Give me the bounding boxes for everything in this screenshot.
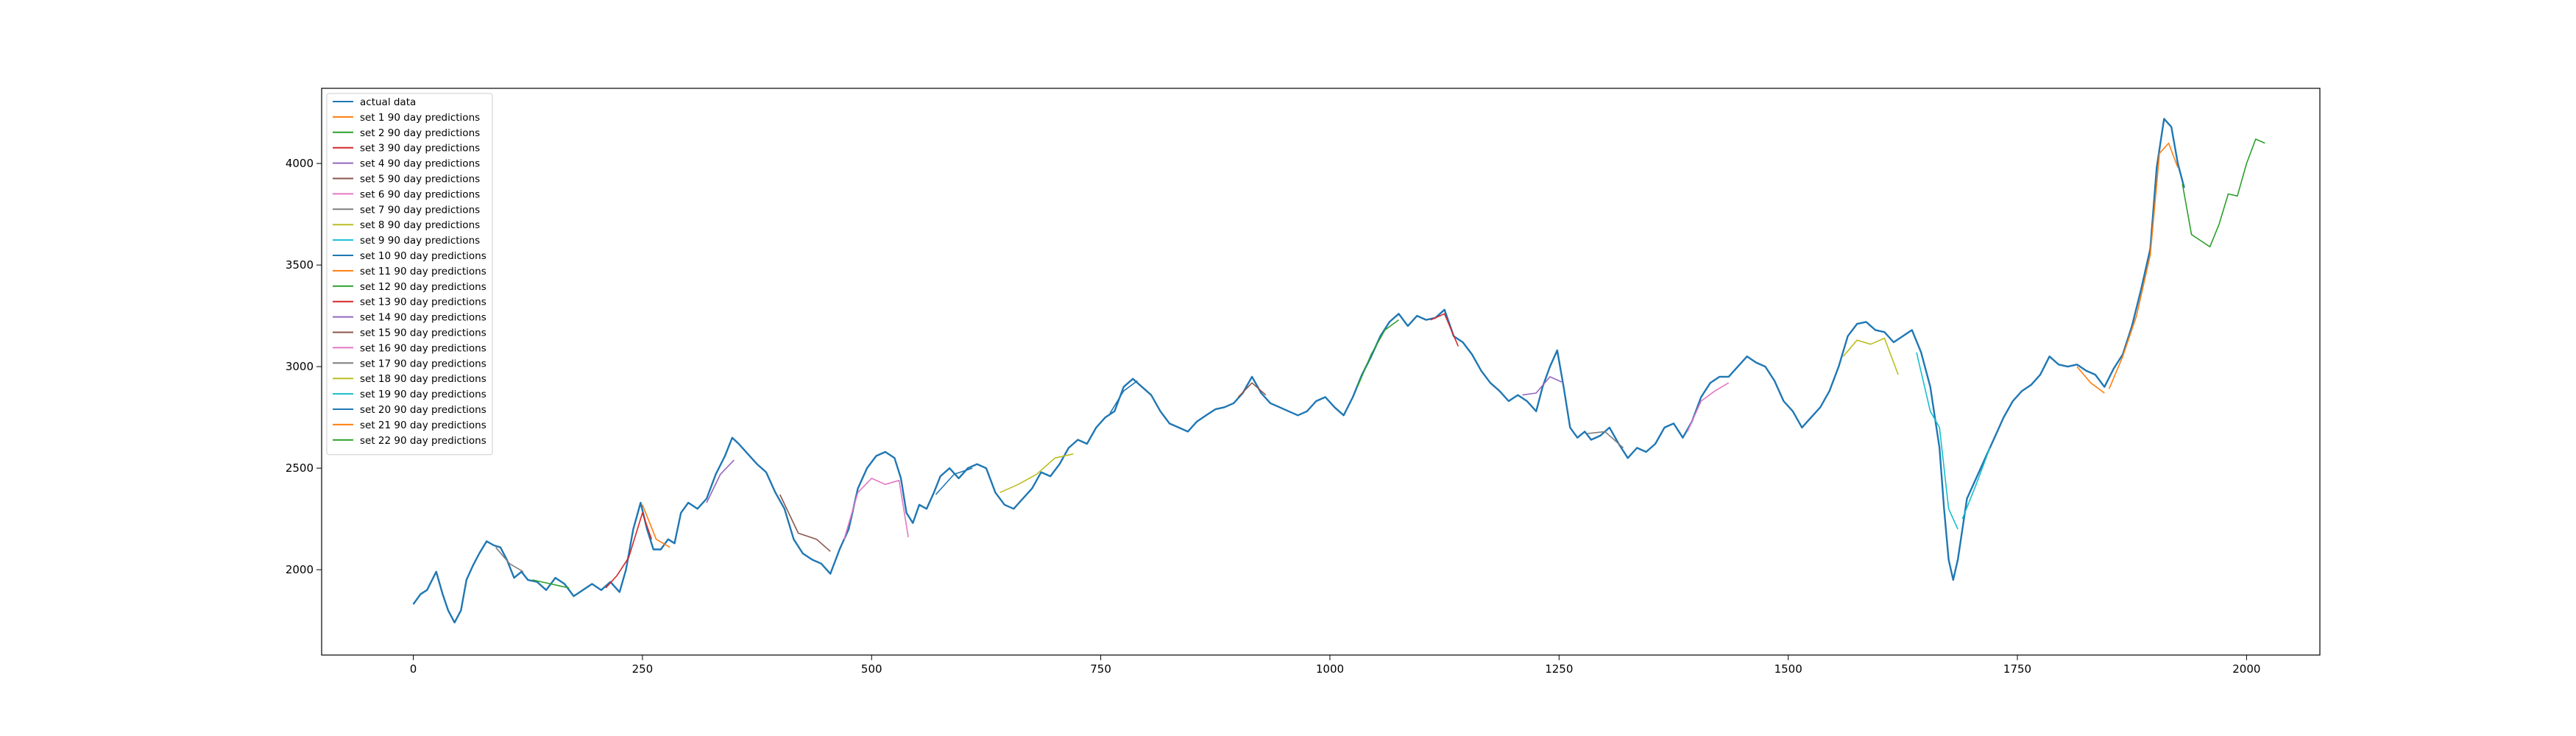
prediction-line-set-3: [605, 512, 653, 589]
legend-entry-label: set 6 90 day predictions: [360, 188, 480, 200]
legend-entry-label: set 16 90 day predictions: [360, 342, 486, 354]
legend-entry-label: set 9 90 day predictions: [360, 235, 480, 247]
x-tick-label: 1500: [1774, 662, 1802, 676]
x-tick-label: 1750: [2003, 662, 2031, 676]
prediction-line-set-22: [532, 579, 570, 589]
legend-entry-label: set 22 90 day predictions: [360, 435, 486, 447]
prediction-line-set-17: [1586, 431, 1624, 449]
legend-entry-label: set 21 90 day predictions: [360, 420, 486, 431]
y-tick-label: 3500: [286, 258, 314, 272]
prediction-line-set-8: [999, 453, 1074, 493]
legend-entry-label: set 12 90 day predictions: [360, 281, 486, 293]
prediction-line-set-15: [1237, 382, 1267, 398]
legend-entry-label: set 2 90 day predictions: [360, 127, 480, 139]
legend-entry-label: set 10 90 day predictions: [360, 250, 486, 262]
x-tick-label: 500: [861, 662, 882, 676]
legend-entry-label: set 5 90 day predictions: [360, 174, 480, 185]
prediction-line-set-12: [1356, 319, 1399, 388]
prediction-line-set-5: [779, 494, 831, 552]
x-tick-label: 750: [1090, 662, 1111, 676]
y-tick-label: 2000: [286, 563, 314, 576]
x-tick-label: 250: [632, 662, 654, 676]
prediction-line-set-19: [1961, 447, 1991, 520]
prediction-line-set-20: [935, 467, 973, 495]
prediction-line-set-16: [1686, 382, 1730, 432]
legend-entry-label: set 15 90 day predictions: [360, 328, 486, 339]
y-tick-label: 3000: [286, 360, 314, 373]
actual-data-line: [412, 118, 2185, 623]
prediction-line-set-10: [1109, 380, 1138, 414]
prediction-line-set-6: [843, 478, 909, 539]
legend-entry-label: set 7 90 day predictions: [360, 204, 480, 216]
y-tick-label: 4000: [286, 157, 314, 170]
x-tick-label: 1000: [1316, 662, 1344, 676]
prediction-line-set-14: [706, 459, 735, 503]
legend-entry-label: set 11 90 day predictions: [360, 266, 486, 277]
prediction-line-set-9: [1916, 352, 1958, 530]
axis-ticks: 0 250 500 750 1000 1250 1500 1750 2000 2000 2500 30…: [286, 157, 2261, 676]
legend-entry-label: set 4 90 day predictions: [360, 158, 480, 170]
legend-box: [326, 93, 493, 456]
y-tick-label: 2500: [286, 461, 314, 475]
legend-entry-label: actual data: [360, 96, 416, 108]
legend-entry-label: set 1 90 day predictions: [360, 112, 480, 124]
legend-entry-label: set 19 90 day predictions: [360, 389, 486, 400]
legend: actual data set 1 90 day predictions set 2…: [326, 93, 493, 456]
prediction-line-set-18: [1842, 337, 1899, 375]
prediction-line-set-4: [1522, 376, 1564, 396]
prediction-line-set-13: [1430, 313, 1459, 347]
legend-entry-label: set 3 90 day predictions: [360, 143, 480, 155]
prediction-line-set-7: [495, 547, 524, 573]
legend-entry-label: set 17 90 day predictions: [360, 358, 486, 369]
plot-frame: [321, 88, 2321, 656]
plot-background: [322, 88, 2320, 655]
legend-entry-label: set 20 90 day predictions: [360, 404, 486, 416]
prediction-line-set-21: [2076, 366, 2105, 394]
x-tick-label: 2000: [2232, 662, 2260, 676]
series-lines: [412, 118, 2265, 623]
x-tick-label: 1250: [1545, 662, 1573, 676]
prediction-line-set-2: [2182, 138, 2265, 248]
x-tick-label: 0: [410, 662, 417, 676]
legend-entry-label: set 18 90 day predictions: [360, 373, 486, 385]
legend-entry-label: set 14 90 day predictions: [360, 312, 486, 324]
prediction-line-set-1: [2108, 142, 2179, 389]
legend-entry-label: set 13 90 day predictions: [360, 297, 486, 308]
prediction-line-set-11: [642, 504, 670, 548]
legend-entry-label: set 8 90 day predictions: [360, 219, 480, 231]
